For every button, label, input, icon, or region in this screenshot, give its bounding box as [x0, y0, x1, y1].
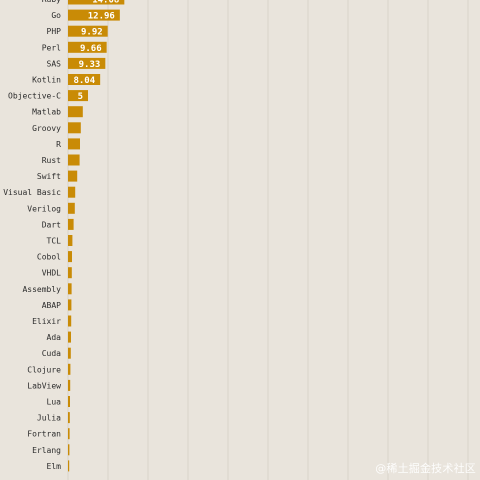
category-label: Lua [47, 398, 62, 407]
bar-elm [68, 460, 70, 472]
bar-verilog [68, 202, 75, 214]
bar-erlang [68, 444, 70, 456]
category-label: Cuda [42, 349, 61, 358]
bar-vhdl [68, 267, 72, 279]
data-label: 9.92 [81, 28, 103, 38]
bar-ruby [68, 0, 125, 5]
bar-ada [68, 331, 71, 343]
category-label: Groovy [32, 124, 61, 133]
bar-lua [68, 396, 70, 407]
category-label: PHP [47, 27, 62, 36]
bar-matlab [68, 106, 83, 118]
bar-go [68, 9, 120, 21]
bar-kotlin [68, 74, 101, 85]
category-label: Fortran [27, 430, 61, 439]
bar-objective-c [68, 90, 88, 102]
bar-clojure [68, 363, 71, 375]
category-label: Rust [42, 156, 61, 165]
bar-abap [68, 299, 72, 311]
category-label: Visual Basic [3, 188, 61, 197]
bar-swift [68, 170, 78, 182]
category-label: Assembly [22, 285, 61, 294]
bar-perl [68, 41, 107, 53]
category-label: VHDL [42, 269, 61, 278]
bar-julia [68, 412, 70, 424]
category-label: Erlang [32, 446, 61, 455]
category-label: SAS [47, 59, 62, 68]
category-label: LabView [27, 381, 61, 390]
bar-cobol [68, 251, 72, 263]
category-label: Objective-C [8, 92, 61, 101]
category-label: Elm [47, 462, 62, 471]
category-label: Verilog [27, 204, 61, 213]
bar-rust [68, 154, 80, 166]
bar-elixir [68, 315, 72, 327]
category-label: Swift [37, 172, 61, 181]
bar-dart [68, 218, 74, 230]
bar-tcl [68, 235, 73, 246]
data-label: 12.96 [88, 12, 115, 22]
category-label: Elixir [32, 317, 61, 326]
category-label: TCL [47, 237, 62, 246]
category-label: Ada [47, 333, 62, 342]
grid-lines [67, 0, 469, 480]
data-label: 9.33 [79, 60, 101, 70]
data-label: 14.08 [92, 0, 119, 6]
data-label: 5 [78, 92, 83, 102]
bar-sas [68, 57, 106, 69]
bar-php [68, 25, 108, 37]
category-label: Cobol [37, 253, 61, 262]
bar-fortran [68, 428, 70, 440]
category-label: Dart [42, 220, 61, 229]
watermark-text: @稀土掘金技术社区 [375, 462, 476, 475]
category-label: Matlab [32, 108, 61, 117]
category-label: ABAP [42, 301, 61, 310]
category-label: Ruby [42, 0, 61, 4]
category-label: R [56, 140, 61, 149]
data-label: 9.66 [80, 44, 102, 54]
bar-cuda [68, 347, 71, 359]
category-label: Kotlin [32, 76, 61, 85]
bar-visual-basic [68, 186, 76, 198]
bar-labview [68, 379, 71, 391]
category-label: Clojure [27, 365, 61, 374]
bar-groovy [68, 122, 81, 134]
category-label: Julia [37, 414, 61, 423]
bar-assembly [68, 283, 72, 295]
category-label: Go [51, 11, 61, 20]
data-label: 8.04 [73, 76, 95, 86]
category-label: Perl [42, 43, 61, 52]
bar-r [68, 138, 80, 150]
